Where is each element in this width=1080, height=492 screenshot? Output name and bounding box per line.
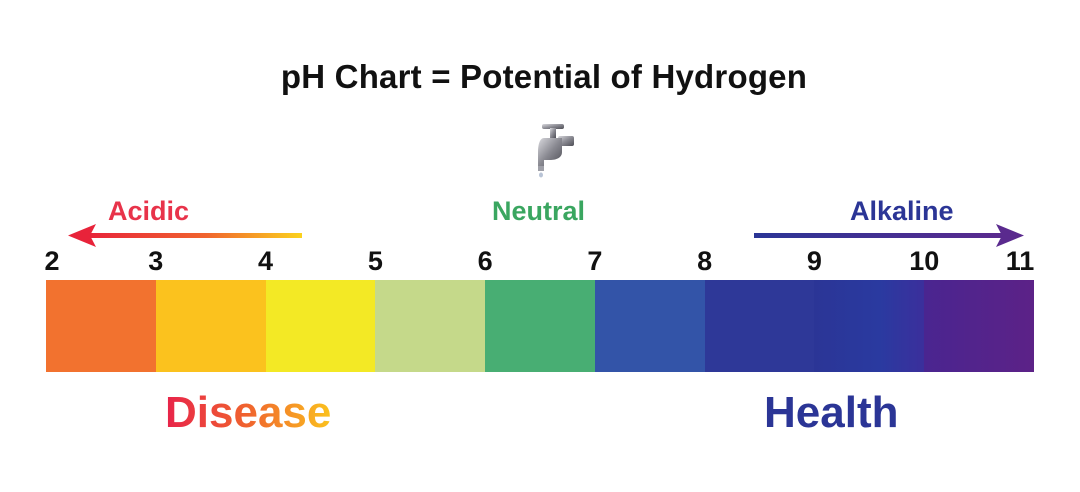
tick-label-7: 7	[587, 246, 603, 276]
acidic-arrow-icon	[68, 224, 302, 247]
ph-segment-8-9	[704, 280, 815, 372]
alkaline-label: Alkaline	[850, 196, 954, 226]
disease-label: Disease	[165, 388, 332, 437]
tick-label-2: 2	[44, 246, 60, 276]
tick-label-10: 10	[909, 246, 940, 276]
neutral-label: Neutral	[492, 196, 586, 226]
tick-label-6: 6	[477, 246, 493, 276]
ph-segment-7-8	[594, 280, 705, 372]
tick-label-11: 11	[1005, 246, 1035, 276]
alkaline-arrow-icon	[754, 224, 1024, 247]
ph-segment-10-11	[924, 280, 1035, 372]
ph-segment-2-3	[46, 280, 156, 372]
tick-label-3: 3	[148, 246, 164, 276]
ph-segment-3-4	[155, 280, 266, 372]
ph-segment-9-10	[814, 280, 925, 372]
tick-label-8: 8	[697, 246, 713, 276]
tick-label-9: 9	[806, 246, 822, 276]
ph-segment-6-7	[485, 280, 595, 372]
tick-label-4: 4	[258, 246, 274, 276]
ph-color-bar	[46, 280, 1035, 372]
ph-scale-ticks: 2 3 4 5 6 7 8 9 10 11	[0, 246, 1080, 280]
page-title: pH Chart = Potential of Hydrogen	[280, 58, 808, 95]
acidic-label: Acidic	[108, 196, 190, 226]
ph-segment-4-5	[265, 280, 376, 372]
health-label: Health	[764, 388, 899, 437]
ph-segment-5-6	[375, 280, 486, 372]
tick-label-5: 5	[367, 246, 383, 276]
faucet-icon	[538, 124, 574, 178]
